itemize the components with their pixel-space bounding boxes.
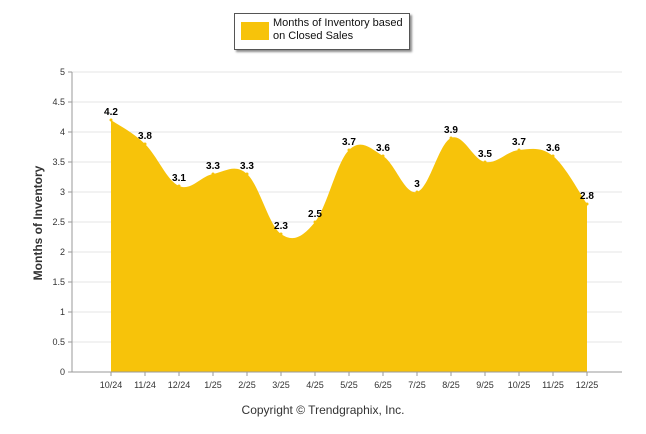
data-point (109, 118, 113, 122)
data-label: 3.9 (444, 125, 458, 136)
legend-label: Months of Inventory based on Closed Sale… (273, 17, 403, 42)
data-point (279, 232, 283, 236)
x-tick-label: 12/25 (576, 380, 599, 390)
x-tick-label: 9/25 (476, 380, 494, 390)
x-tick-label: 7/25 (408, 380, 426, 390)
data-labels: 4.2 3.8 3.1 3.3 3.3 2.3 2.5 3.7 3.6 3 3.9 3.5 3.7 3.6… (104, 107, 594, 232)
data-label: 4.2 (104, 107, 118, 118)
area-series (109, 118, 589, 372)
data-point (211, 172, 215, 176)
y-tick-label: 2.5 (52, 217, 65, 227)
data-point (517, 148, 521, 152)
x-tick-label: 12/24 (168, 380, 191, 390)
y-tick-label: 0.5 (52, 337, 65, 347)
data-point (449, 136, 453, 140)
data-label: 3.7 (342, 137, 356, 148)
y-tick-label: 3 (60, 187, 65, 197)
axes (71, 72, 622, 376)
x-tick-label: 11/25 (542, 380, 564, 390)
y-tick-label: 2 (60, 247, 65, 257)
x-tick-label: 8/25 (442, 380, 460, 390)
x-tick-label: 1/25 (204, 380, 222, 390)
data-label: 2.8 (580, 191, 594, 202)
x-tick-label: 6/25 (374, 380, 392, 390)
y-tick-label: 0 (60, 367, 65, 377)
data-label: 3.3 (206, 161, 220, 172)
data-label: 3.6 (376, 143, 390, 154)
x-tick-label: 11/24 (134, 380, 156, 390)
data-label: 3.3 (240, 161, 254, 172)
y-tick-label: 4.5 (52, 97, 65, 107)
y-axis-title: Months of Inventory (31, 165, 45, 280)
y-tick-label: 5 (60, 67, 65, 77)
data-label: 3.1 (172, 173, 186, 184)
legend-swatch (241, 22, 269, 40)
data-point (245, 172, 249, 176)
data-label: 3 (414, 179, 420, 190)
data-point (415, 190, 419, 194)
data-point (551, 154, 555, 158)
data-point (313, 220, 317, 224)
y-tick-labels: 0 0.5 1 1.5 2 2.5 3 3.5 4 4.5 5 (52, 67, 65, 377)
data-point (143, 142, 147, 146)
copyright-text: Copyright © Trendgraphix, Inc. (241, 403, 405, 417)
data-point (177, 184, 181, 188)
data-label: 3.6 (546, 143, 560, 154)
y-tick-label: 4 (60, 127, 65, 137)
x-tick-label: 4/25 (306, 380, 324, 390)
y-tick-label: 1.5 (52, 277, 65, 287)
data-label: 2.3 (274, 221, 288, 232)
area-fill (111, 120, 587, 372)
data-point (347, 148, 351, 152)
data-label: 3.5 (478, 149, 492, 160)
y-tick-label: 3.5 (52, 157, 65, 167)
data-point (483, 160, 487, 164)
x-tick-label: 10/24 (100, 380, 123, 390)
x-tick-label: 5/25 (340, 380, 358, 390)
x-tick-label: 10/25 (508, 380, 531, 390)
data-label: 3.8 (138, 131, 152, 142)
legend: Months of Inventory based on Closed Sale… (234, 13, 410, 50)
x-tick-labels: 10/24 11/24 12/24 1/25 2/25 3/25 4/25 5/25 6/25 7… (100, 380, 599, 390)
y-tick-label: 1 (60, 307, 65, 317)
data-point (585, 202, 589, 206)
x-tick-label: 3/25 (272, 380, 290, 390)
data-label: 3.7 (512, 137, 526, 148)
data-label: 2.5 (308, 209, 322, 220)
x-tick-label: 2/25 (238, 380, 256, 390)
data-point (381, 154, 385, 158)
